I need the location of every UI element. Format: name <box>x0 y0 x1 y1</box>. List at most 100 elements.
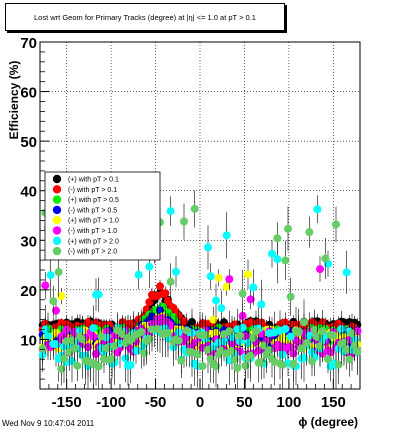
data-point <box>145 262 154 271</box>
data-point <box>41 281 50 290</box>
series-layer <box>38 186 362 389</box>
data-point <box>305 331 314 340</box>
data-point <box>236 331 244 340</box>
x-tick-label: 50 <box>236 394 253 411</box>
data-point <box>340 338 348 347</box>
data-point <box>166 207 175 216</box>
data-point <box>166 277 175 286</box>
x-tick-label: -150 <box>52 394 82 411</box>
data-point <box>265 346 274 355</box>
data-point <box>305 228 314 237</box>
data-point <box>246 295 255 304</box>
data-point <box>217 304 226 313</box>
data-point <box>350 341 359 350</box>
data-point <box>190 204 199 213</box>
data-point <box>249 283 258 292</box>
y-tick-label: 50 <box>20 134 37 151</box>
data-point <box>134 270 143 279</box>
data-point <box>212 296 220 305</box>
y-tick-label: 70 <box>20 35 37 52</box>
data-point <box>198 361 207 370</box>
data-point <box>110 341 119 350</box>
legend-marker <box>52 236 62 245</box>
y-tick-label: 20 <box>20 283 37 300</box>
data-point <box>342 345 351 354</box>
legend-label: (+) with pT > 1.0 <box>68 218 119 225</box>
data-point <box>300 353 308 362</box>
data-point <box>273 234 282 243</box>
data-point <box>164 296 172 305</box>
data-point <box>228 346 236 355</box>
y-tick-label: 40 <box>20 184 37 201</box>
legend-label: (-) with pT > 0.1 <box>68 187 117 194</box>
data-point <box>222 282 231 291</box>
legend-marker <box>52 246 62 256</box>
data-point <box>257 300 266 309</box>
x-tick-label: -50 <box>145 394 167 411</box>
data-point <box>145 298 154 307</box>
data-point <box>177 356 186 365</box>
data-point <box>334 360 343 369</box>
data-point <box>252 327 260 336</box>
data-point <box>193 350 202 359</box>
data-point <box>281 324 290 333</box>
data-point <box>174 336 183 345</box>
data-point <box>316 341 324 350</box>
data-point <box>278 360 287 369</box>
data-point <box>225 275 234 284</box>
data-point <box>348 329 356 338</box>
data-point <box>332 220 340 229</box>
data-point <box>94 290 103 299</box>
data-point <box>182 326 191 335</box>
grid <box>40 41 360 389</box>
axes: 10 20 30 40 50 60 70 -150 -100 -50 0 50 100 150 <box>20 35 352 411</box>
x-tick-label: 150 <box>321 394 346 411</box>
data-point <box>249 333 258 342</box>
legend-label: (-) with pT > 2.0 <box>68 249 117 256</box>
data-point <box>68 336 76 345</box>
data-point <box>230 355 239 364</box>
data-point <box>180 217 188 226</box>
data-point <box>102 344 111 353</box>
data-point <box>222 231 231 240</box>
data-point <box>201 331 210 340</box>
data-point <box>70 344 79 353</box>
x-tick-label: -100 <box>96 394 126 411</box>
data-point <box>73 361 82 370</box>
data-point <box>89 324 98 333</box>
data-point <box>324 355 332 364</box>
data-point <box>294 327 303 336</box>
data-point <box>225 327 234 336</box>
data-point <box>318 326 327 335</box>
data-point <box>156 282 164 291</box>
data-point <box>244 270 252 279</box>
data-point <box>300 318 308 327</box>
y-tick-label: 30 <box>20 233 37 250</box>
data-point <box>329 331 338 340</box>
data-point <box>57 292 66 301</box>
data-point <box>38 344 47 353</box>
x-axis-label: ϕ (degree) <box>298 415 358 429</box>
y-tick-label: 10 <box>20 332 37 349</box>
data-point <box>246 351 255 360</box>
data-point <box>52 306 60 315</box>
legend-marker <box>52 195 62 204</box>
x-tick-label: 100 <box>276 394 301 411</box>
data-point <box>260 341 268 350</box>
data-point <box>284 224 292 233</box>
data-point <box>46 271 55 280</box>
y-axis-label: Efficiency (%) <box>7 61 21 140</box>
data-point <box>297 344 306 353</box>
data-point <box>281 256 290 265</box>
data-point <box>140 348 148 357</box>
timestamp: Wed Nov 9 10:47:04 2011 <box>2 419 95 428</box>
legend-label: (+) with pT > 2.0 <box>68 238 119 245</box>
legend-marker <box>52 174 62 184</box>
data-point <box>153 325 162 334</box>
data-point <box>52 340 60 349</box>
data-point <box>54 268 63 277</box>
data-point <box>145 334 154 343</box>
data-point <box>212 362 220 371</box>
data-point <box>57 364 66 373</box>
